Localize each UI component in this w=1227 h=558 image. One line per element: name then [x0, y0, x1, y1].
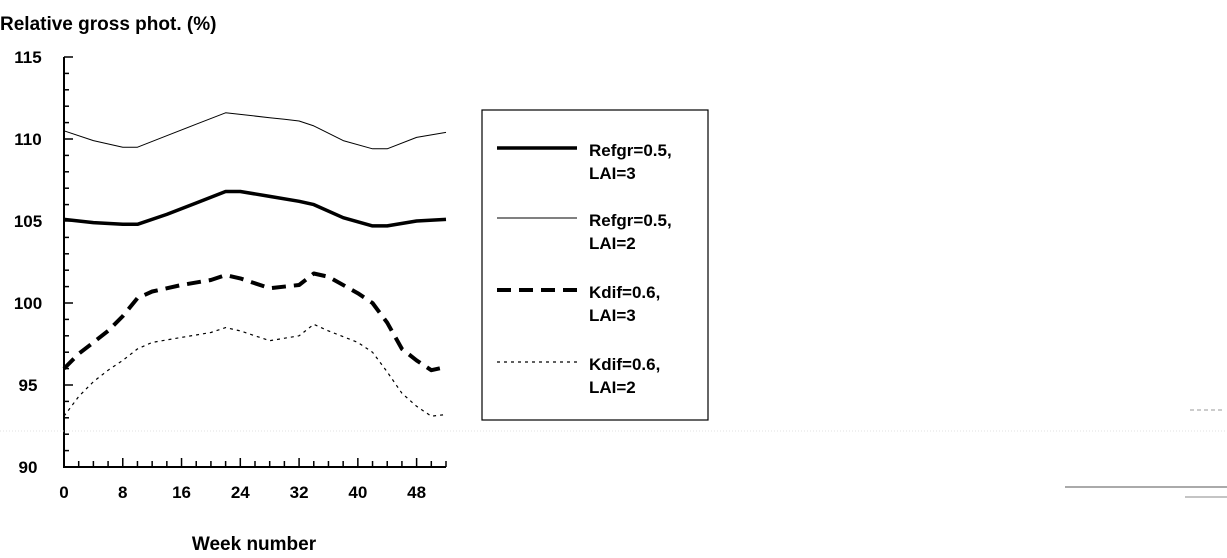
series-line-2	[63, 112, 447, 150]
plot-area	[62, 112, 447, 417]
y-tick-label: 110	[14, 130, 41, 149]
y-tick-label: 115	[14, 48, 41, 67]
axis-ticks	[63, 56, 447, 468]
x-tick-label: 48	[407, 483, 426, 502]
series-line-1	[63, 189, 447, 228]
x-tick-label: 8	[118, 483, 127, 502]
y-tick-label: 90	[19, 458, 38, 477]
legend-box	[481, 109, 709, 421]
x-tick-label: 32	[290, 483, 309, 502]
series-line-3	[62, 271, 447, 373]
y-axis-title: Relative gross phot. (%)	[0, 14, 216, 35]
x-tick-label: 16	[172, 483, 191, 502]
legend-label-4: Kdif=0.6,	[589, 355, 660, 374]
series-line-4	[63, 323, 447, 417]
legend-label-3-line2: LAI=3	[589, 306, 636, 325]
x-axis-title: Week number	[192, 534, 317, 555]
legend-label-3: Kdif=0.6,	[589, 283, 660, 302]
x-tick-label: 24	[231, 483, 250, 502]
legend-label-1: Refgr=0.5,	[589, 141, 672, 160]
x-tick-label: 0	[59, 483, 68, 502]
legend-label-2-line2: LAI=2	[589, 234, 636, 253]
legend: Refgr=0.5, LAI=3 Refgr=0.5, LAI=2 Kdif=0.6, L…	[497, 141, 672, 397]
x-tick-label: 40	[348, 483, 367, 502]
y-tick-label: 105	[14, 212, 42, 231]
y-tick-label: 95	[19, 376, 38, 395]
legend-label-2: Refgr=0.5,	[589, 211, 672, 230]
legend-label-4-line2: LAI=2	[589, 378, 636, 397]
tick-labels: 0 8 16 24 32 40 48 90 95 100 105 110 115	[14, 48, 426, 502]
legend-label-1-line2: LAI=3	[589, 164, 636, 183]
y-tick-label: 100	[14, 294, 42, 313]
